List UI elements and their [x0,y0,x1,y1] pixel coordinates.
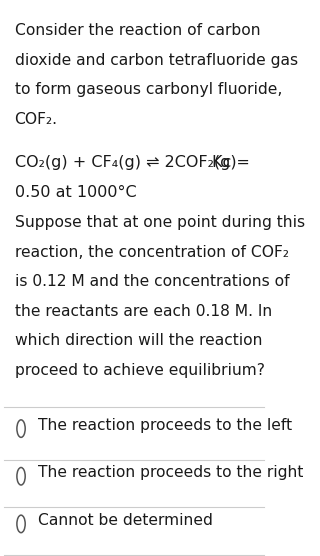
Text: The reaction proceeds to the left: The reaction proceeds to the left [38,418,292,433]
Text: 0.50 at 1000°C: 0.50 at 1000°C [14,185,136,200]
Text: COF₂.: COF₂. [14,112,58,127]
Text: the reactants are each 0.18 M. In: the reactants are each 0.18 M. In [14,304,272,319]
Text: CO₂(g) + CF₄(g) ⇌ 2COF₂(g): CO₂(g) + CF₄(g) ⇌ 2COF₂(g) [14,155,236,170]
Text: The reaction proceeds to the right: The reaction proceeds to the right [38,465,303,480]
Text: reaction, the concentration of COF₂: reaction, the concentration of COF₂ [14,245,289,260]
Text: Consider the reaction of carbon: Consider the reaction of carbon [14,23,260,38]
Text: dioxide and carbon tetrafluoride gas: dioxide and carbon tetrafluoride gas [14,53,298,68]
Text: Suppose that at one point during this: Suppose that at one point during this [14,215,305,230]
Text: Cannot be determined: Cannot be determined [38,513,213,528]
Text: which direction will the reaction: which direction will the reaction [14,333,262,348]
Text: Kc =: Kc = [212,155,250,170]
Text: proceed to achieve equilibrium?: proceed to achieve equilibrium? [14,363,265,378]
Text: to form gaseous carbonyl fluoride,: to form gaseous carbonyl fluoride, [14,82,282,97]
Text: is 0.12 M and the concentrations of: is 0.12 M and the concentrations of [14,274,289,289]
